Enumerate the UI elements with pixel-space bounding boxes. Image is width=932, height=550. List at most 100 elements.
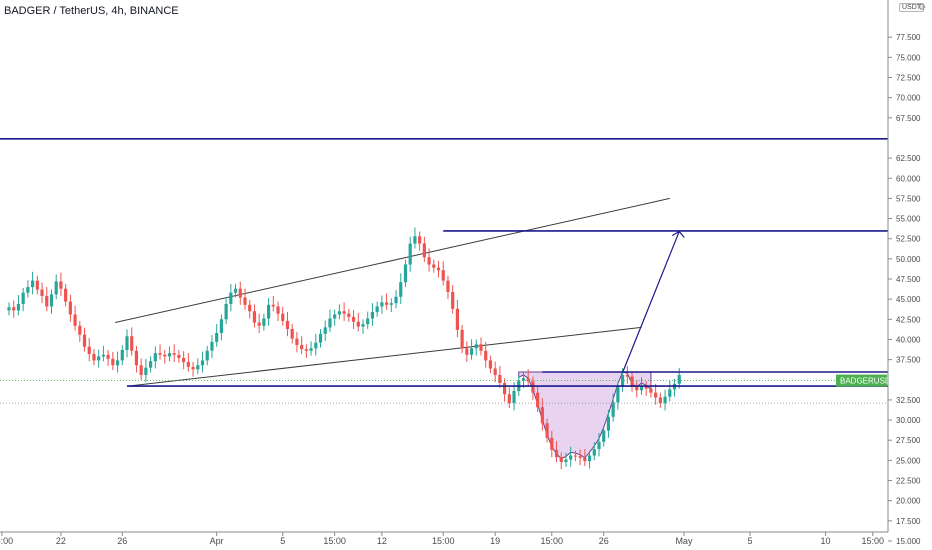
candle-body[interactable] <box>408 243 412 265</box>
candle-body[interactable] <box>139 365 143 375</box>
candle-body[interactable] <box>252 311 257 323</box>
candle-body[interactable] <box>512 391 516 404</box>
candle-body[interactable] <box>441 270 445 281</box>
candle-body[interactable] <box>59 281 63 289</box>
candle-body[interactable] <box>45 295 49 307</box>
candle-body[interactable] <box>49 294 54 307</box>
candle-body[interactable] <box>262 318 266 326</box>
time-axis-panel[interactable] <box>0 532 932 550</box>
candle-body[interactable] <box>545 423 549 438</box>
candle-body[interactable] <box>668 389 672 397</box>
candle-body[interactable] <box>12 307 16 311</box>
candle-body[interactable] <box>68 301 72 315</box>
candle-body[interactable] <box>583 457 587 462</box>
candle-body[interactable] <box>196 365 200 370</box>
candle-body[interactable] <box>347 313 351 317</box>
candle-body[interactable] <box>177 354 181 359</box>
candle-body[interactable] <box>31 280 35 288</box>
candle-body[interactable] <box>163 354 167 357</box>
price-unit-label[interactable]: USDT <box>899 3 925 12</box>
candle-body[interactable] <box>115 360 120 366</box>
candle-body[interactable] <box>658 397 662 404</box>
candle-body[interactable] <box>64 288 68 302</box>
candle-body[interactable] <box>323 327 327 334</box>
candle-body[interactable] <box>493 368 497 375</box>
candle-body[interactable] <box>635 387 639 391</box>
price-axis-panel[interactable] <box>888 0 932 550</box>
projection-arrow-line[interactable] <box>622 231 680 373</box>
candle-body[interactable] <box>587 455 592 462</box>
candle-body[interactable] <box>427 257 431 265</box>
wedge-lower-trendline[interactable] <box>126 326 642 387</box>
candle-body[interactable] <box>403 264 408 283</box>
candle-body[interactable] <box>229 292 233 305</box>
candle-body[interactable] <box>375 306 379 313</box>
candle-body[interactable] <box>621 374 625 388</box>
candle-body[interactable] <box>361 324 365 327</box>
candle-body[interactable] <box>356 321 360 327</box>
candle-body[interactable] <box>191 366 195 370</box>
candle-body[interactable] <box>451 291 455 309</box>
candle-body[interactable] <box>26 287 30 293</box>
candle-body[interactable] <box>413 236 417 244</box>
candle-body[interactable] <box>106 354 110 359</box>
candle-body[interactable] <box>370 312 375 319</box>
candle-body[interactable] <box>474 344 478 349</box>
candle-body[interactable] <box>328 318 332 328</box>
candle-body[interactable] <box>134 350 139 366</box>
candle-body[interactable] <box>167 353 172 357</box>
candle-body[interactable] <box>432 264 436 268</box>
candle-body[interactable] <box>314 342 318 349</box>
candle-body[interactable] <box>630 376 634 388</box>
candle-body[interactable] <box>385 302 389 305</box>
candle-body[interactable] <box>564 459 568 462</box>
wedge-upper-trendline[interactable] <box>115 197 670 324</box>
candle-body[interactable] <box>436 267 441 271</box>
candle-body[interactable] <box>73 314 77 326</box>
candle-body[interactable] <box>526 378 530 382</box>
candle-body[interactable] <box>158 353 162 355</box>
candle-body[interactable] <box>649 388 653 393</box>
candle-body[interactable] <box>540 407 544 424</box>
candle-body[interactable] <box>488 360 493 369</box>
candle-body[interactable] <box>16 304 21 311</box>
candle-body[interactable] <box>318 333 323 343</box>
candle-body[interactable] <box>559 457 563 462</box>
candle-body[interactable] <box>285 320 290 329</box>
candle-body[interactable] <box>271 304 275 307</box>
candle-body[interactable] <box>40 289 44 296</box>
candle-body[interactable] <box>267 304 271 319</box>
candle-body[interactable] <box>484 350 488 361</box>
candle-body[interactable] <box>616 387 620 403</box>
candle-body[interactable] <box>469 348 474 355</box>
candle-body[interactable] <box>611 402 615 417</box>
candle-body[interactable] <box>87 346 91 354</box>
candle-body[interactable] <box>554 449 559 458</box>
candle-body[interactable] <box>182 358 186 363</box>
candle-body[interactable] <box>521 378 526 381</box>
candle-body[interactable] <box>219 319 223 334</box>
candle-body[interactable] <box>144 367 148 375</box>
candle-body[interactable] <box>120 349 124 361</box>
candle-body[interactable] <box>446 280 450 292</box>
candle-body[interactable] <box>309 348 313 351</box>
candle-body[interactable] <box>422 243 426 258</box>
candle-body[interactable] <box>205 350 209 361</box>
candle-body[interactable] <box>602 430 606 442</box>
candle-body[interactable] <box>21 292 25 305</box>
candle-body[interactable] <box>257 322 261 326</box>
candle-body[interactable] <box>573 455 577 457</box>
candle-body[interactable] <box>342 311 346 314</box>
candle-body[interactable] <box>243 297 247 305</box>
candle-body[interactable] <box>389 303 393 305</box>
candle-body[interactable] <box>224 304 228 320</box>
candle-body[interactable] <box>507 394 511 404</box>
candle-body[interactable] <box>592 449 596 456</box>
candle-body[interactable] <box>337 311 341 315</box>
candle-body[interactable] <box>366 318 370 325</box>
candle-body[interactable] <box>210 341 214 351</box>
candle-body[interactable] <box>639 386 644 391</box>
candle-body[interactable] <box>399 282 403 297</box>
candle-body[interactable] <box>625 374 629 377</box>
candle-body[interactable] <box>300 345 304 350</box>
